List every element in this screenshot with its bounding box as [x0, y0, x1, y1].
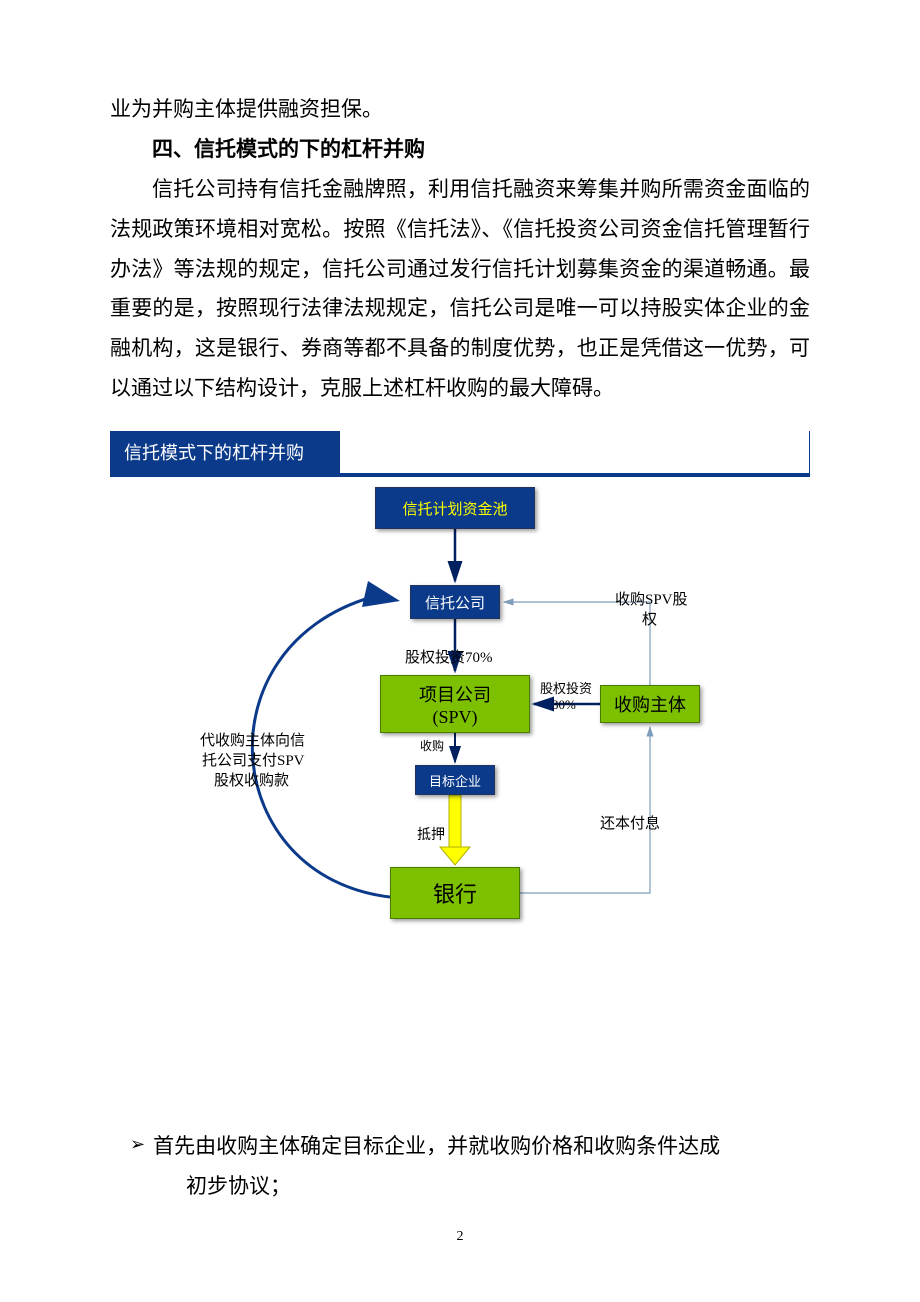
label-buy-spv-1: 收购SPV股 — [615, 591, 688, 611]
node-spv: 项目公司(SPV) — [380, 675, 530, 733]
label-equity-70: 股权投资70% — [405, 649, 493, 669]
label-mortgage: 抵押 — [417, 827, 445, 845]
diagram-title-bar: 信托模式下的杠杆并购 — [110, 431, 810, 477]
node-target-company: 目标企业 — [415, 765, 495, 795]
label-equity-30b: 30% — [552, 697, 576, 714]
body-text: 业为并购主体提供融资担保。 四、信托模式的下的杠杆并购 信托公司持有信托金融牌照… — [110, 90, 810, 409]
section-heading: 四、信托模式的下的杠杆并购 — [110, 130, 810, 170]
node-bank: 银行 — [390, 867, 520, 919]
node-trust-fund-pool: 信托计划资金池 — [375, 487, 535, 529]
flowchart: 信托计划资金池 信托公司 项目公司(SPV) 收购主体 目标企业 银行 股权投资… — [110, 477, 810, 957]
body-line-1: 业为并购主体提供融资担保。 — [110, 90, 810, 130]
label-acquire: 收购 — [420, 739, 444, 755]
label-agentpay-1: 代收购主体向信 — [200, 732, 305, 752]
node-acquirer: 收购主体 — [600, 685, 700, 723]
edge-acq-trust — [504, 602, 650, 685]
bullet-icon: ➢ — [130, 1127, 145, 1161]
page-number: 2 — [110, 1229, 810, 1245]
node-trust-company: 信托公司 — [410, 585, 500, 619]
label-repay: 还本付息 — [600, 815, 660, 835]
footer-bullets: ➢ 首先由收购主体确定目标企业，并就收购价格和收购条件达成 初步协议； — [110, 1127, 810, 1207]
bullet-text: 首先由收购主体确定目标企业，并就收购价格和收购条件达成 — [153, 1127, 810, 1167]
body-paragraph: 信托公司持有信托金融牌照，利用信托融资来筹集并购所需资金面临的法规政策环境相对宽… — [110, 170, 810, 409]
label-agentpay-2: 托公司支付SPV — [202, 752, 305, 772]
label-buy-spv-2: 权 — [642, 611, 657, 631]
bullet-continuation: 初步协议； — [110, 1167, 810, 1207]
arc-arrowhead — [362, 581, 400, 607]
label-equity-30a: 股权投资 — [540, 681, 592, 698]
diagram-title: 信托模式下的杠杆并购 — [110, 431, 340, 473]
label-agentpay-3: 股权收购款 — [214, 772, 289, 792]
edge-bank-acq — [520, 727, 650, 893]
